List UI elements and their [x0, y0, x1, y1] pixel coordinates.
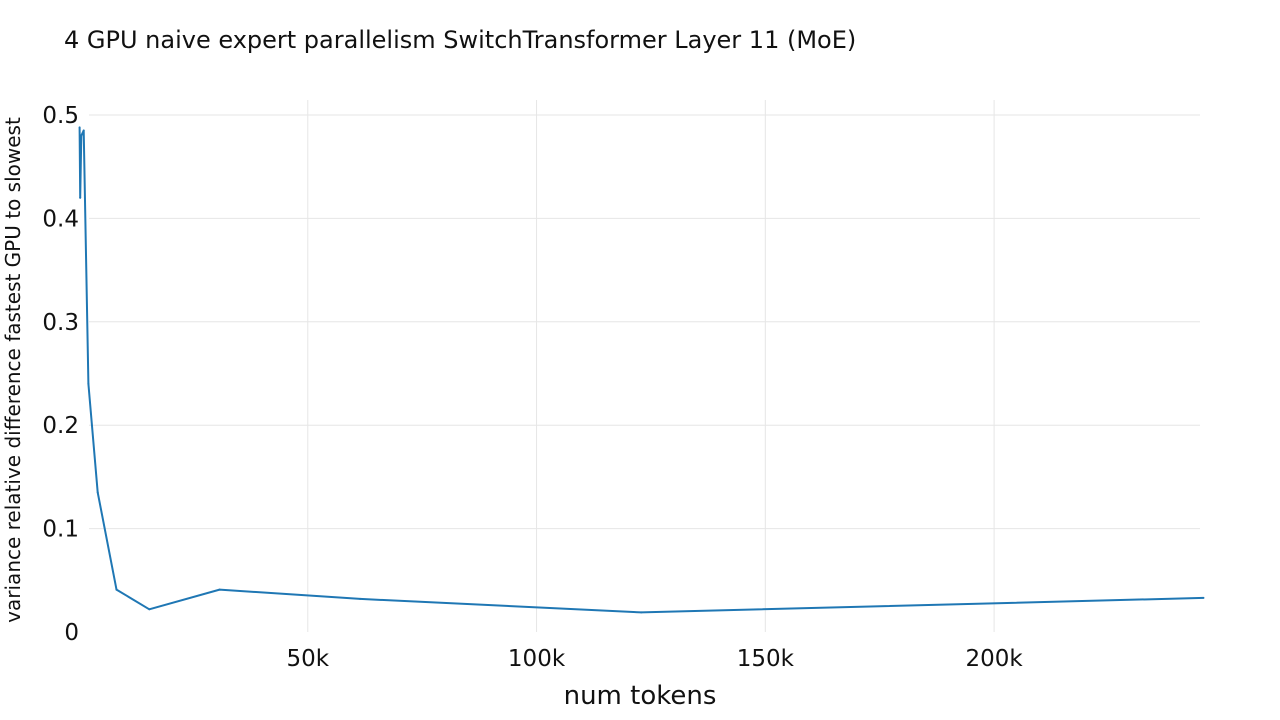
data-point	[359, 597, 362, 600]
y-tick-label: 0.4	[42, 206, 79, 232]
data-point	[96, 491, 99, 494]
x-tick-label: 200k	[965, 646, 1023, 672]
data-point	[82, 129, 85, 132]
y-tick-label: 0.5	[42, 103, 79, 129]
data-point	[148, 608, 151, 611]
x-axis-title: num tokens	[564, 681, 717, 711]
series-line	[78, 127, 1204, 614]
data-point	[80, 134, 83, 137]
x-tick-label: 100k	[508, 646, 566, 672]
data-point	[87, 382, 90, 385]
x-tick-labels: 50k 100k 150k 200k	[286, 646, 1023, 672]
y-tick-label: 0.1	[42, 517, 79, 543]
data-point	[115, 588, 118, 591]
data-point	[640, 611, 643, 614]
y-tick-label: 0.2	[42, 413, 79, 439]
data-point	[218, 588, 221, 591]
x-gridlines	[307, 100, 995, 632]
data-point	[78, 126, 81, 129]
y-tick-label: 0.3	[42, 310, 79, 336]
y-tick-label: 0	[64, 620, 79, 646]
y-axis-title: variance relative difference fastest GPU…	[1, 117, 25, 623]
x-tick-label: 50k	[286, 646, 329, 672]
x-tick-label: 150k	[737, 646, 795, 672]
y-tick-labels: 0 0.1 0.2 0.3 0.4 0.5	[42, 103, 79, 646]
y-gridlines	[89, 114, 1200, 530]
series-layer	[78, 126, 1205, 614]
chart-title: 4 GPU naive expert parallelism SwitchTra…	[64, 26, 857, 54]
data-point	[1202, 596, 1205, 599]
data-point	[79, 196, 82, 199]
